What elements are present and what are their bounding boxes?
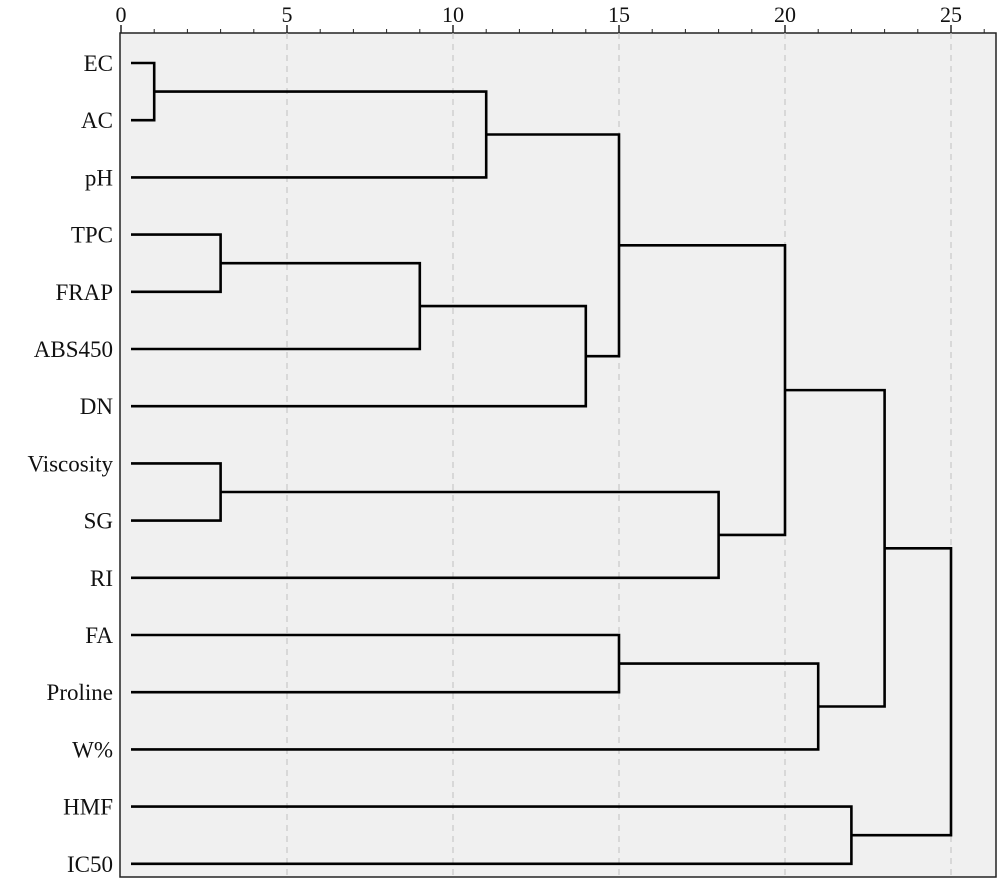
plot-background: [119, 32, 997, 878]
leaf-label-tpc: TPC: [71, 223, 113, 248]
leaf-label-fa: FA: [85, 623, 113, 648]
merge-branch-14: [851, 547, 953, 837]
x-tick-label-25: 25: [940, 2, 962, 27]
leaf-label-ac: AC: [81, 108, 113, 133]
leaf-label-ec: EC: [84, 51, 113, 76]
leaf-label-dn: DN: [80, 394, 114, 419]
x-tick-label-10: 10: [442, 2, 464, 27]
leaf-label-hmf: HMF: [63, 795, 113, 820]
leaf-label-ic50: IC50: [67, 852, 113, 877]
x-tick-label-20: 20: [774, 2, 796, 27]
leaf-labels: EC AC pH TPC FRAP ABS450 DN Viscosity SG RI FA Prol…: [27, 51, 113, 877]
leaf-label-ph: pH: [85, 165, 113, 190]
leaf-label-sg: SG: [84, 509, 113, 534]
x-axis: 0 5 10 15 20 25: [116, 2, 985, 33]
leaf-label-viscosity: Viscosity: [27, 451, 113, 476]
leaf-label-abs450: ABS450: [34, 337, 113, 362]
leaf-label-proline: Proline: [47, 680, 113, 705]
leaf-label-ri: RI: [90, 566, 113, 591]
x-tick-label-0: 0: [116, 2, 127, 27]
dendrogram-branches: [131, 61, 953, 866]
leaf-label-w: W%: [72, 737, 113, 762]
x-tick-label-15: 15: [608, 2, 630, 27]
leaf-label-frap: FRAP: [55, 280, 113, 305]
x-tick-label-5: 5: [282, 2, 293, 27]
